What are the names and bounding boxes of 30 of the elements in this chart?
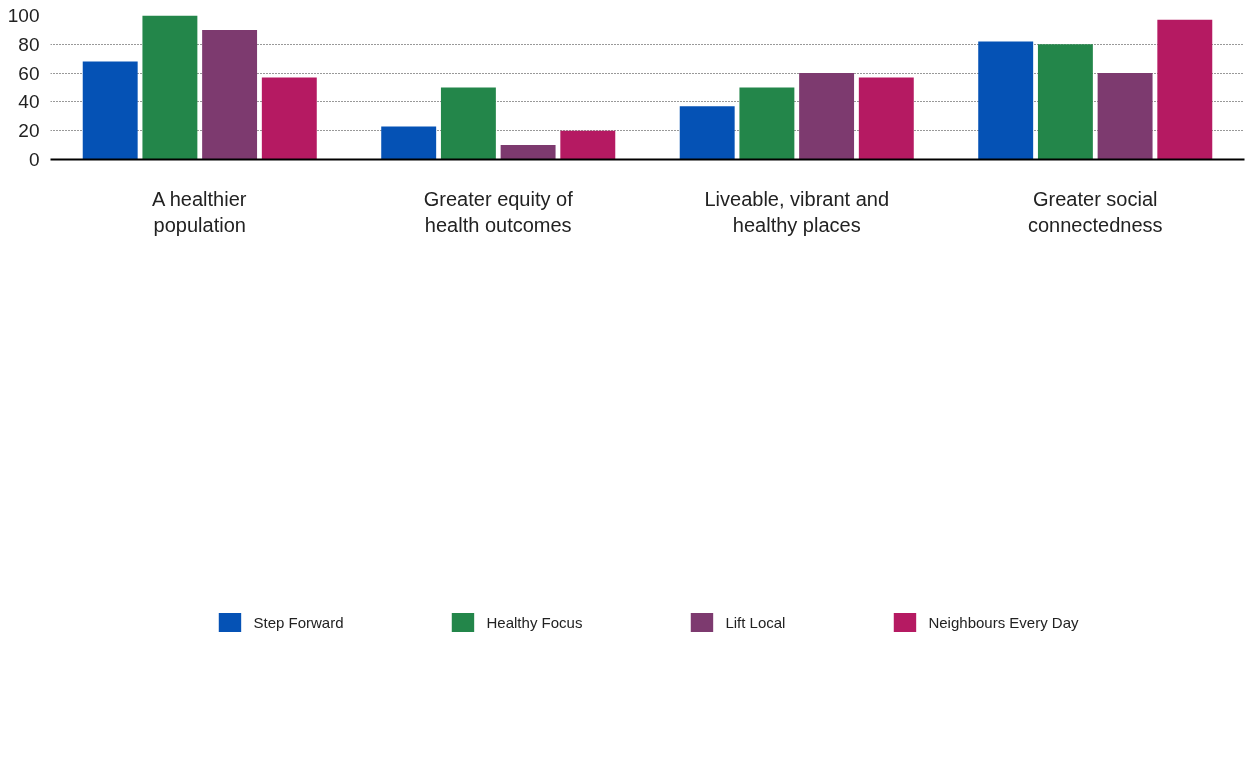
y-tick-label: 0 (28, 149, 40, 170)
y-tick-label: 60 (18, 62, 40, 84)
bar (799, 73, 855, 160)
bar (440, 87, 496, 160)
x-tick-label: Greater social connectedness (1027, 187, 1163, 236)
bar (739, 87, 795, 160)
bar (679, 106, 735, 160)
bar (261, 77, 317, 160)
x-tick-label: Liveable, vibrant and healthy places (704, 187, 890, 236)
bar (1157, 19, 1213, 160)
legend-label: Lift Local (725, 613, 786, 631)
y-tick-label: 100 (7, 5, 40, 26)
y-tick-label: 40 (18, 91, 40, 113)
legend-label: Healthy Focus (486, 613, 583, 631)
y-tick-label: 20 (18, 120, 40, 142)
bar (202, 29, 258, 160)
bar (560, 130, 616, 160)
x-tick-label: Greater equity of health outcomes (423, 187, 574, 236)
bar (142, 15, 198, 160)
bar (500, 145, 556, 160)
y-tick-label: 80 (18, 33, 40, 55)
bar (381, 126, 437, 160)
legend-label: Step Forward (253, 613, 344, 631)
bar (978, 41, 1034, 160)
legend-label: Neighbours Every Day (928, 613, 1079, 631)
bar (82, 61, 138, 160)
x-tick-label: A healthier population (151, 187, 247, 236)
bar (1097, 73, 1153, 160)
bar (1037, 44, 1093, 160)
bar (858, 77, 914, 160)
